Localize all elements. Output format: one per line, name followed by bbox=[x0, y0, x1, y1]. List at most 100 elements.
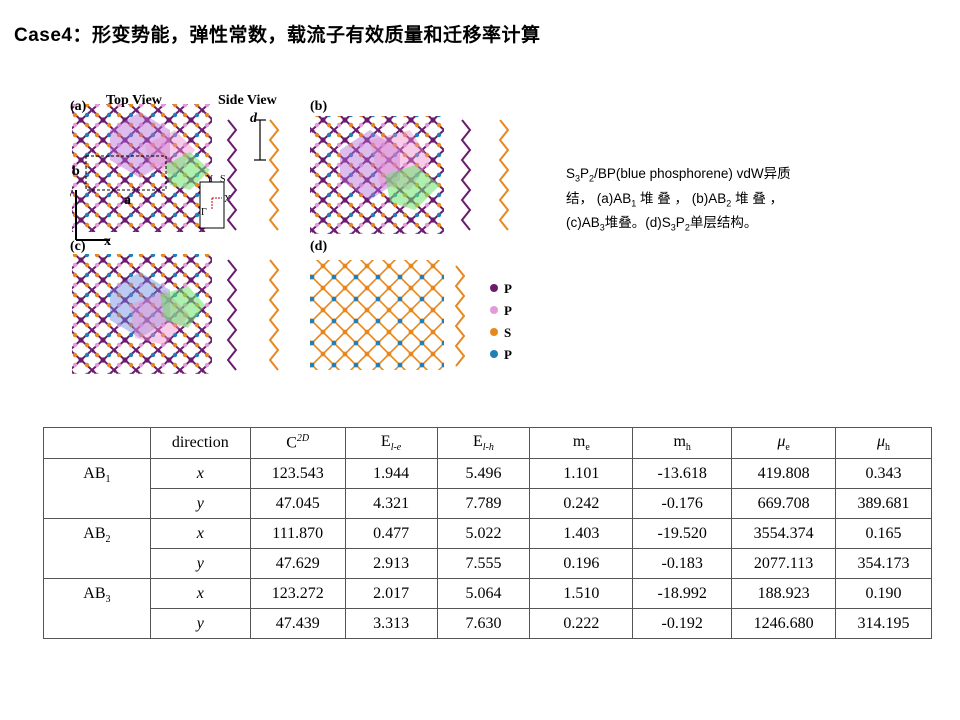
legend: P P S P bbox=[490, 281, 512, 362]
value-cell: -0.176 bbox=[632, 488, 733, 519]
value-cell: 0.165 bbox=[835, 518, 932, 549]
panel-label-c: (c) bbox=[70, 239, 86, 254]
value-cell: 3554.374 bbox=[731, 518, 837, 549]
value-cell: 123.543 bbox=[249, 458, 346, 489]
side-d-label: d bbox=[250, 111, 258, 126]
value-cell: 354.173 bbox=[835, 548, 932, 579]
panel-label-b: (b) bbox=[310, 99, 327, 114]
caption-line-2: 结， (a)AB1 堆 叠 ， (b)AB2 堆 叠 ， bbox=[566, 190, 784, 209]
value-cell: 0.222 bbox=[529, 608, 634, 639]
value-cell: 4.321 bbox=[344, 488, 438, 519]
table-row: y 47.439 3.313 7.630 0.222 -0.192 1246.6… bbox=[44, 608, 932, 639]
value-cell: 0.190 bbox=[835, 578, 932, 609]
axis-x-label: x bbox=[104, 234, 111, 249]
figure-caption: S3P2/BP(blue phosphorene) vdW异质 结， (a)AB… bbox=[566, 164, 856, 238]
value-cell: 7.555 bbox=[436, 548, 531, 579]
direction-cell: x bbox=[149, 458, 251, 489]
caption-line-1: S3P2/BP(blue phosphorene) vdW异质 bbox=[566, 166, 791, 184]
value-cell: 0.477 bbox=[344, 518, 438, 549]
caption-line-3: (c)AB3堆叠。(d)S3P2单层结构。 bbox=[566, 215, 758, 234]
value-cell: 111.870 bbox=[249, 518, 346, 549]
direction-cell: y bbox=[149, 488, 251, 519]
value-cell: 1.101 bbox=[529, 458, 634, 489]
inset-s-label: S bbox=[220, 174, 226, 185]
lattice-a-label: a bbox=[124, 193, 131, 208]
value-cell: 1.944 bbox=[344, 458, 438, 489]
legend-swatch-p-blue bbox=[490, 350, 498, 358]
panel-d bbox=[310, 260, 466, 370]
value-cell: 389.681 bbox=[835, 488, 932, 519]
value-cell: 419.808 bbox=[731, 458, 837, 489]
panel-c bbox=[72, 254, 280, 374]
value-cell: 47.439 bbox=[249, 608, 346, 639]
value-cell: 7.789 bbox=[436, 488, 531, 519]
value-cell: 5.496 bbox=[436, 458, 531, 489]
inset-gamma-label: Γ bbox=[201, 207, 207, 218]
top-view-label: Top View bbox=[106, 93, 163, 108]
value-cell: 2077.113 bbox=[731, 548, 837, 579]
side-view-label: Side View bbox=[218, 93, 278, 108]
header-mh: mh bbox=[632, 427, 733, 459]
table-row: AB3 x 123.272 2.017 5.064 1.510 -18.992 … bbox=[43, 578, 932, 639]
legend-swatch-s bbox=[490, 328, 498, 336]
direction-cell: y bbox=[149, 608, 251, 639]
group-label-ab3: AB3 bbox=[43, 578, 151, 639]
value-cell: 2.913 bbox=[344, 548, 438, 579]
header-mu-e: μe bbox=[731, 427, 837, 459]
value-cell: 1.510 bbox=[529, 578, 634, 609]
slide-title: Case4：形变势能，弹性常数，载流子有效质量和迁移率计算 bbox=[14, 25, 541, 46]
header-el-h: El-h bbox=[436, 427, 531, 459]
value-cell: 5.022 bbox=[436, 518, 531, 549]
inset-y-label: Y bbox=[206, 174, 213, 185]
header-mu-h: μh bbox=[835, 427, 932, 459]
lattice-b-label: b bbox=[72, 164, 80, 179]
value-cell: -0.183 bbox=[632, 548, 733, 579]
value-cell: 0.196 bbox=[529, 548, 634, 579]
legend-swatch-p-dark bbox=[490, 284, 498, 292]
direction-cell: y bbox=[149, 548, 251, 579]
header-el-e: El-e bbox=[344, 427, 438, 459]
value-cell: -0.192 bbox=[632, 608, 733, 639]
legend-label-4: P bbox=[504, 347, 512, 362]
value-cell: 0.343 bbox=[835, 458, 932, 489]
value-cell: 5.064 bbox=[436, 578, 531, 609]
value-cell: 1246.680 bbox=[731, 608, 837, 639]
mobility-table: direction C2D El-e El-h me mh μe μh AB1 … bbox=[43, 427, 932, 639]
axis-y-label: y bbox=[70, 186, 73, 201]
header-direction: direction bbox=[149, 427, 251, 459]
value-cell: 123.272 bbox=[249, 578, 346, 609]
header-empty bbox=[43, 427, 151, 459]
value-cell: -13.618 bbox=[632, 458, 733, 489]
value-cell: 188.923 bbox=[731, 578, 837, 609]
value-cell: -19.520 bbox=[632, 518, 733, 549]
legend-label-2: P bbox=[504, 303, 512, 318]
table-row: AB1 x 123.543 1.944 5.496 1.101 -13.618 … bbox=[43, 458, 932, 519]
table-row: y 47.629 2.913 7.555 0.196 -0.183 2077.1… bbox=[44, 548, 932, 579]
value-cell: 2.017 bbox=[344, 578, 438, 609]
panel-a bbox=[72, 104, 225, 241]
value-cell: 314.195 bbox=[835, 608, 932, 639]
value-cell: 7.630 bbox=[436, 608, 531, 639]
value-cell: 47.629 bbox=[249, 548, 346, 579]
group-label-ab2: AB2 bbox=[43, 518, 151, 579]
panel-b bbox=[310, 116, 510, 234]
direction-cell: x bbox=[149, 518, 251, 549]
legend-label-3: S bbox=[504, 325, 511, 340]
structure-figure: (a) Top View Side View b a y x Y S X Γ d… bbox=[70, 93, 512, 374]
panel-label-d: (d) bbox=[310, 239, 327, 254]
table-row: y 47.045 4.321 7.789 0.242 -0.176 669.70… bbox=[44, 488, 932, 519]
value-cell: 1.403 bbox=[529, 518, 634, 549]
legend-label-1: P bbox=[504, 281, 512, 296]
group-label-ab1: AB1 bbox=[43, 458, 151, 519]
value-cell: 3.313 bbox=[344, 608, 438, 639]
direction-cell: x bbox=[149, 578, 251, 609]
value-cell: -18.992 bbox=[632, 578, 733, 609]
table-row: AB2 x 111.870 0.477 5.022 1.403 -19.520 … bbox=[43, 518, 932, 579]
header-c2d: C2D bbox=[249, 427, 346, 459]
panel-label-a: (a) bbox=[70, 99, 87, 114]
value-cell: 669.708 bbox=[731, 488, 837, 519]
table-header-row: direction C2D El-e El-h me mh μe μh bbox=[43, 427, 932, 459]
legend-swatch-p-pink bbox=[490, 306, 498, 314]
side-view-a bbox=[226, 119, 280, 231]
value-cell: 47.045 bbox=[249, 488, 346, 519]
